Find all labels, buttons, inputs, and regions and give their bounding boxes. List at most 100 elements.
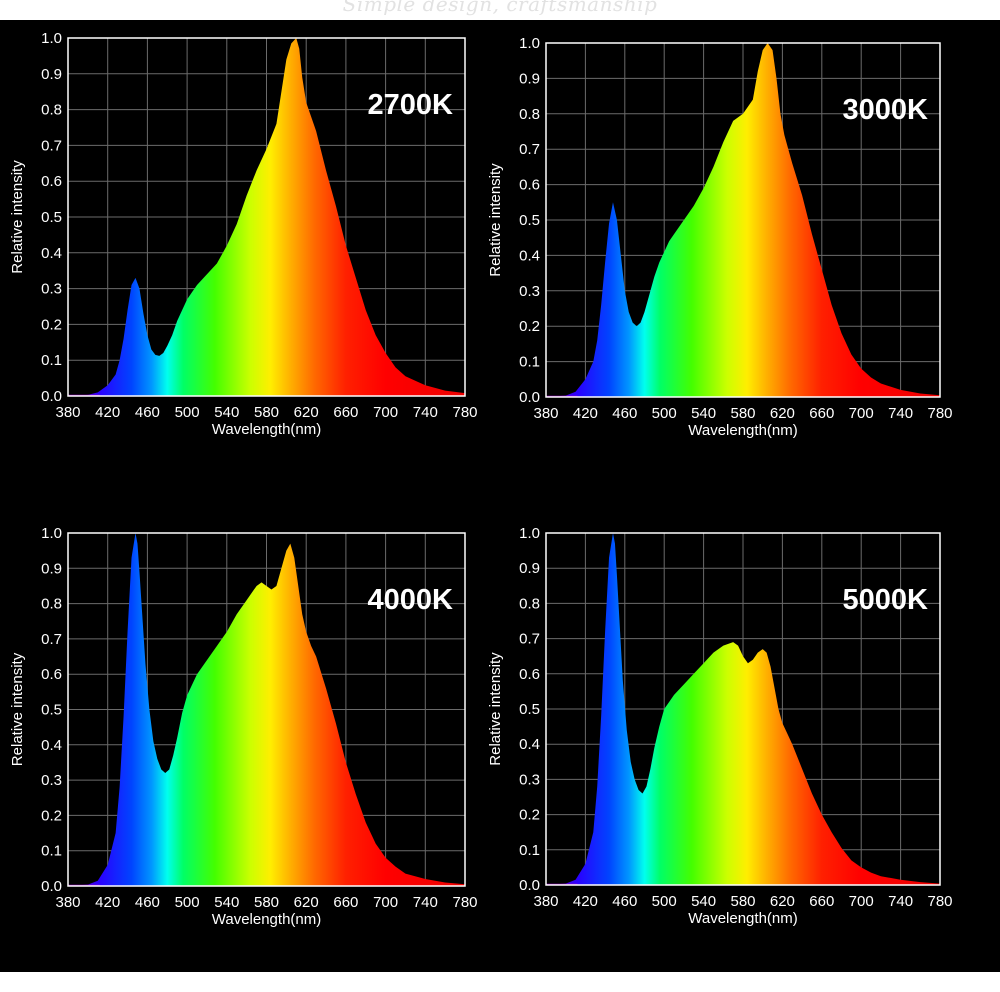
- x-tick-label: 500: [652, 405, 677, 422]
- x-tick-label: 580: [730, 405, 755, 422]
- plot-frame: [545, 532, 941, 886]
- x-tick-label: 620: [294, 894, 319, 911]
- y-tick-label: 0.3: [519, 283, 540, 300]
- cct-label: 3000K: [843, 94, 929, 126]
- x-tick-label: 540: [214, 404, 239, 421]
- y-tick-label: 0.5: [519, 212, 540, 229]
- x-tick-label: 740: [413, 894, 438, 911]
- y-axis-label: Relative intensity: [9, 160, 26, 274]
- y-tick-label: 0.6: [519, 177, 540, 194]
- y-tick-label: 0.8: [519, 595, 540, 612]
- y-tick-label: 0.0: [41, 878, 62, 895]
- x-tick-label: 740: [413, 404, 438, 421]
- x-tick-label: 380: [55, 404, 80, 421]
- x-tick-label: 540: [214, 894, 239, 911]
- x-tick-label: 420: [573, 405, 598, 422]
- y-tick-label: 0.3: [41, 772, 62, 789]
- x-tick-label: 420: [573, 893, 598, 910]
- y-tick-label: 0.8: [519, 106, 540, 123]
- x-tick-label: 700: [849, 893, 874, 910]
- x-tick-label: 780: [452, 894, 477, 911]
- y-tick-label: 0.7: [519, 631, 540, 648]
- y-tick-label: 0.6: [519, 666, 540, 683]
- y-tick-label: 0.4: [41, 737, 62, 754]
- y-tick-label: 0.2: [41, 807, 62, 824]
- x-tick-label: 780: [927, 893, 952, 910]
- y-tick-label: 0.4: [41, 245, 62, 262]
- plot-frame: [67, 37, 466, 397]
- chart-panel-4000K: 0.0 0.1 0.2 0.3 0.4 0.5 0.6 0.7 0.8 0.9 1.0 380 420 4…: [9, 525, 478, 928]
- x-tick-label: 700: [373, 404, 398, 421]
- x-tick-label: 780: [927, 405, 952, 422]
- y-tick-label: 0.7: [41, 137, 62, 154]
- y-tick-label: 1.0: [519, 35, 540, 52]
- y-tick-label: 0.0: [519, 877, 540, 894]
- y-tick-label: 0.3: [519, 771, 540, 788]
- x-tick-label: 460: [612, 893, 637, 910]
- y-tick-label: 0.5: [41, 702, 62, 719]
- x-tick-label: 460: [612, 405, 637, 422]
- x-tick-label: 740: [888, 893, 913, 910]
- x-axis-label: Wavelength(nm): [212, 421, 321, 438]
- y-tick-label: 1.0: [41, 525, 62, 542]
- x-tick-label: 420: [95, 404, 120, 421]
- plot-frame: [545, 42, 941, 398]
- y-tick-label: 0.0: [519, 389, 540, 406]
- x-tick-label: 620: [770, 893, 795, 910]
- x-axis-label: Wavelength(nm): [688, 910, 797, 927]
- x-tick-label: 660: [333, 894, 358, 911]
- y-tick-label: 0.2: [519, 807, 540, 824]
- x-tick-label: 660: [809, 893, 834, 910]
- y-tick-label: 0.5: [519, 701, 540, 718]
- x-tick-label: 420: [95, 894, 120, 911]
- x-tick-label: 460: [135, 404, 160, 421]
- x-tick-label: 660: [333, 404, 358, 421]
- y-tick-label: 0.1: [41, 843, 62, 860]
- x-tick-label: 780: [452, 404, 477, 421]
- x-tick-label: 580: [254, 404, 279, 421]
- x-axis-label: Wavelength(nm): [212, 911, 321, 928]
- y-tick-label: 0.1: [519, 354, 540, 371]
- y-tick-label: 0.8: [41, 596, 62, 613]
- y-tick-label: 0.1: [519, 842, 540, 859]
- x-tick-label: 580: [254, 894, 279, 911]
- y-tick-label: 0.0: [41, 388, 62, 405]
- y-axis-label: Relative intensity: [487, 652, 504, 766]
- y-tick-label: 0.6: [41, 666, 62, 683]
- y-tick-label: 0.8: [41, 102, 62, 119]
- y-tick-label: 0.9: [519, 560, 540, 577]
- y-tick-label: 0.2: [41, 316, 62, 333]
- x-tick-label: 700: [373, 894, 398, 911]
- y-tick-label: 0.9: [519, 70, 540, 87]
- plot-frame: [67, 532, 466, 887]
- x-tick-label: 740: [888, 405, 913, 422]
- y-tick-label: 0.6: [41, 173, 62, 190]
- x-tick-label: 380: [533, 405, 558, 422]
- y-tick-label: 0.5: [41, 209, 62, 226]
- y-tick-label: 0.3: [41, 281, 62, 298]
- x-tick-label: 540: [691, 893, 716, 910]
- x-tick-label: 700: [849, 405, 874, 422]
- x-tick-label: 580: [730, 893, 755, 910]
- chart-panel-5000K: 0.0 0.1 0.2 0.3 0.4 0.5 0.6 0.7 0.8 0.9 1.0 380 420 4…: [487, 525, 953, 927]
- x-tick-label: 620: [770, 405, 795, 422]
- x-tick-label: 500: [175, 894, 200, 911]
- x-tick-label: 500: [175, 404, 200, 421]
- y-tick-label: 0.4: [519, 247, 540, 264]
- y-tick-label: 1.0: [41, 30, 62, 47]
- y-tick-label: 0.7: [41, 631, 62, 648]
- top-white-strip: [0, 0, 1000, 20]
- banner-text: Simple design, craftsmanship: [342, 0, 658, 16]
- x-tick-label: 380: [533, 893, 558, 910]
- y-tick-label: 0.1: [41, 352, 62, 369]
- x-tick-label: 380: [55, 894, 80, 911]
- bottom-white-strip: [0, 972, 1000, 992]
- y-tick-label: 1.0: [519, 525, 540, 542]
- x-tick-label: 620: [294, 404, 319, 421]
- spectrum-area: [68, 38, 465, 396]
- y-tick-label: 0.2: [519, 318, 540, 335]
- chart-panel-2700K: 0.0 0.1 0.2 0.3 0.4 0.5 0.6 0.7 0.8 0.9 1.0 380 420 4…: [9, 30, 478, 438]
- spectrum-area: [546, 533, 940, 885]
- x-tick-label: 540: [691, 405, 716, 422]
